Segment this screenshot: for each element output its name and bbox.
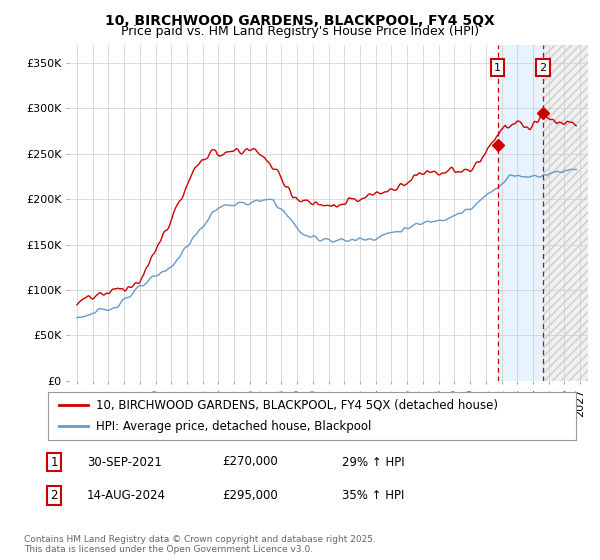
Text: £270,000: £270,000	[222, 455, 278, 469]
Text: 1: 1	[494, 63, 501, 72]
Bar	[543, 45, 588, 381]
Text: 14-AUG-2024: 14-AUG-2024	[87, 489, 166, 502]
Text: Price paid vs. HM Land Registry's House Price Index (HPI): Price paid vs. HM Land Registry's House …	[121, 25, 479, 38]
Text: 1: 1	[50, 455, 58, 469]
Text: 30-SEP-2021: 30-SEP-2021	[87, 455, 162, 469]
Text: 10, BIRCHWOOD GARDENS, BLACKPOOL, FY4 5QX: 10, BIRCHWOOD GARDENS, BLACKPOOL, FY4 5Q…	[105, 14, 495, 28]
Text: 2: 2	[50, 489, 58, 502]
Bar	[497, 45, 543, 381]
Text: 29% ↑ HPI: 29% ↑ HPI	[342, 455, 404, 469]
Text: 10, BIRCHWOOD GARDENS, BLACKPOOL, FY4 5QX (detached house): 10, BIRCHWOOD GARDENS, BLACKPOOL, FY4 5Q…	[95, 399, 497, 412]
Text: £295,000: £295,000	[222, 489, 278, 502]
Text: Contains HM Land Registry data © Crown copyright and database right 2025.
This d: Contains HM Land Registry data © Crown c…	[24, 535, 376, 554]
Text: 35% ↑ HPI: 35% ↑ HPI	[342, 489, 404, 502]
Text: 2: 2	[539, 63, 546, 72]
Text: HPI: Average price, detached house, Blackpool: HPI: Average price, detached house, Blac…	[95, 420, 371, 433]
